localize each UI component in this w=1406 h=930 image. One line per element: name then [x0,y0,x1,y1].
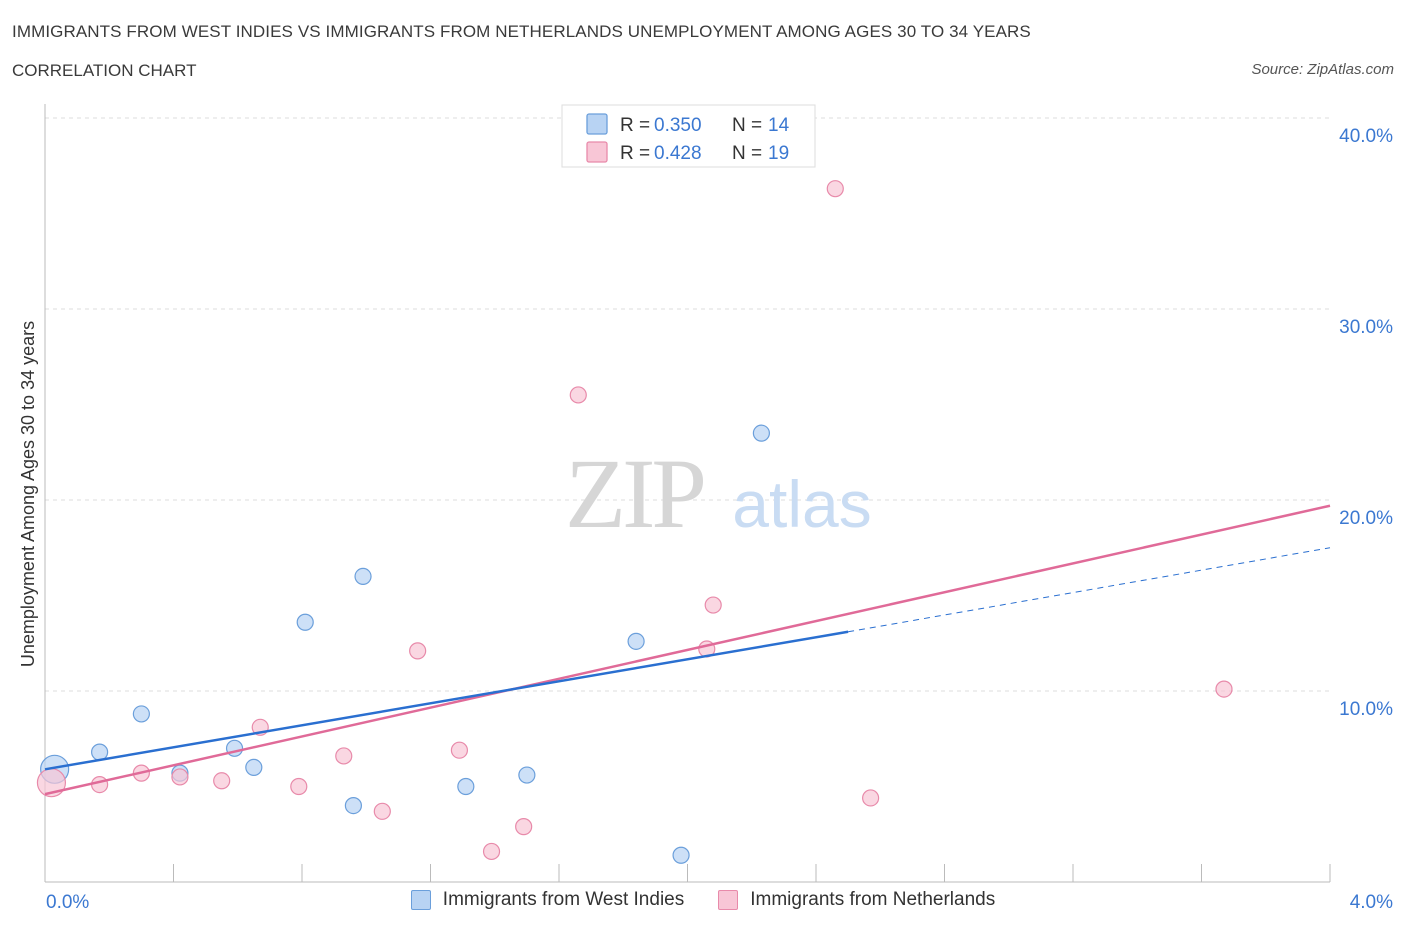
point-netherlands [171,768,189,786]
point-west-indies [245,758,263,777]
watermark-atlas: atlas [732,467,871,541]
point-netherlands [335,747,353,765]
y-tick-label: 30.0% [1339,317,1393,338]
point-netherlands [862,789,880,807]
west-indies-swatch [410,890,431,910]
point-netherlands [213,772,231,790]
point-west-indies [457,777,475,796]
point-west-indies [518,766,536,784]
legend-r-label: R = [620,143,650,164]
y-axis-title: Unemployment Among Ages 30 to 34 years [18,321,38,667]
point-west-indies [91,743,109,761]
point-netherlands [91,775,109,794]
point-west-indies [296,613,314,631]
legend-label-west-indies: Immigrants from West Indies [442,889,685,910]
point-west-indies [752,424,770,442]
point-west-indies [627,632,645,650]
x-tick-label: 4.0% [1350,892,1393,913]
x-tick-label: 0.0% [46,892,89,913]
legend-swatch-west-indies [586,113,608,135]
point-west-indies [344,796,362,815]
netherlands-swatch [718,890,739,910]
point-netherlands [409,642,427,660]
watermark-zip: ZIP [565,438,703,549]
legend-r-label: R = [620,115,650,136]
legend-n-label: N = [732,143,762,164]
legend-n-value: 19 [768,143,789,164]
y-tick-label: 20.0% [1339,508,1393,529]
chart-subtitle: CORRELATION CHART [12,61,197,80]
point-netherlands [704,596,722,614]
point-west-indies [132,705,150,723]
legend-item-netherlands[interactable]: Immigrants from Netherlands [718,889,995,911]
y-tick-label: 40.0% [1339,126,1393,147]
point-netherlands [482,842,501,861]
point-netherlands [373,802,391,820]
point-west-indies [354,567,372,586]
point-west-indies [672,846,690,864]
point-netherlands [1215,680,1233,698]
legend-n-label: N = [732,115,762,136]
legend-n-value: 14 [768,115,790,136]
y-tick-label: 10.0% [1339,699,1393,720]
legend-r-value: 0.428 [654,143,702,164]
legend-item-west-indies[interactable]: Immigrants from West Indies [410,889,685,911]
point-netherlands [290,777,308,796]
legend-label-netherlands: Immigrants from Netherlands [750,889,996,910]
legend-r-value: 0.350 [654,115,702,136]
point-netherlands [450,741,469,759]
trendline-west-indies-extension [848,547,1331,633]
point-netherlands [569,386,587,404]
point-netherlands [826,180,844,198]
point-netherlands [515,818,533,836]
trendline-netherlands [44,504,1331,796]
legend-swatch-netherlands [586,141,608,163]
bottom-legend: Immigrants from West Indies Immigrants f… [0,889,1406,911]
source-credit: Source: ZipAtlas.com [1251,61,1394,78]
trendline-west-indies [44,630,849,771]
chart-title: IMMIGRANTS FROM WEST INDIES VS IMMIGRANT… [12,22,1031,41]
